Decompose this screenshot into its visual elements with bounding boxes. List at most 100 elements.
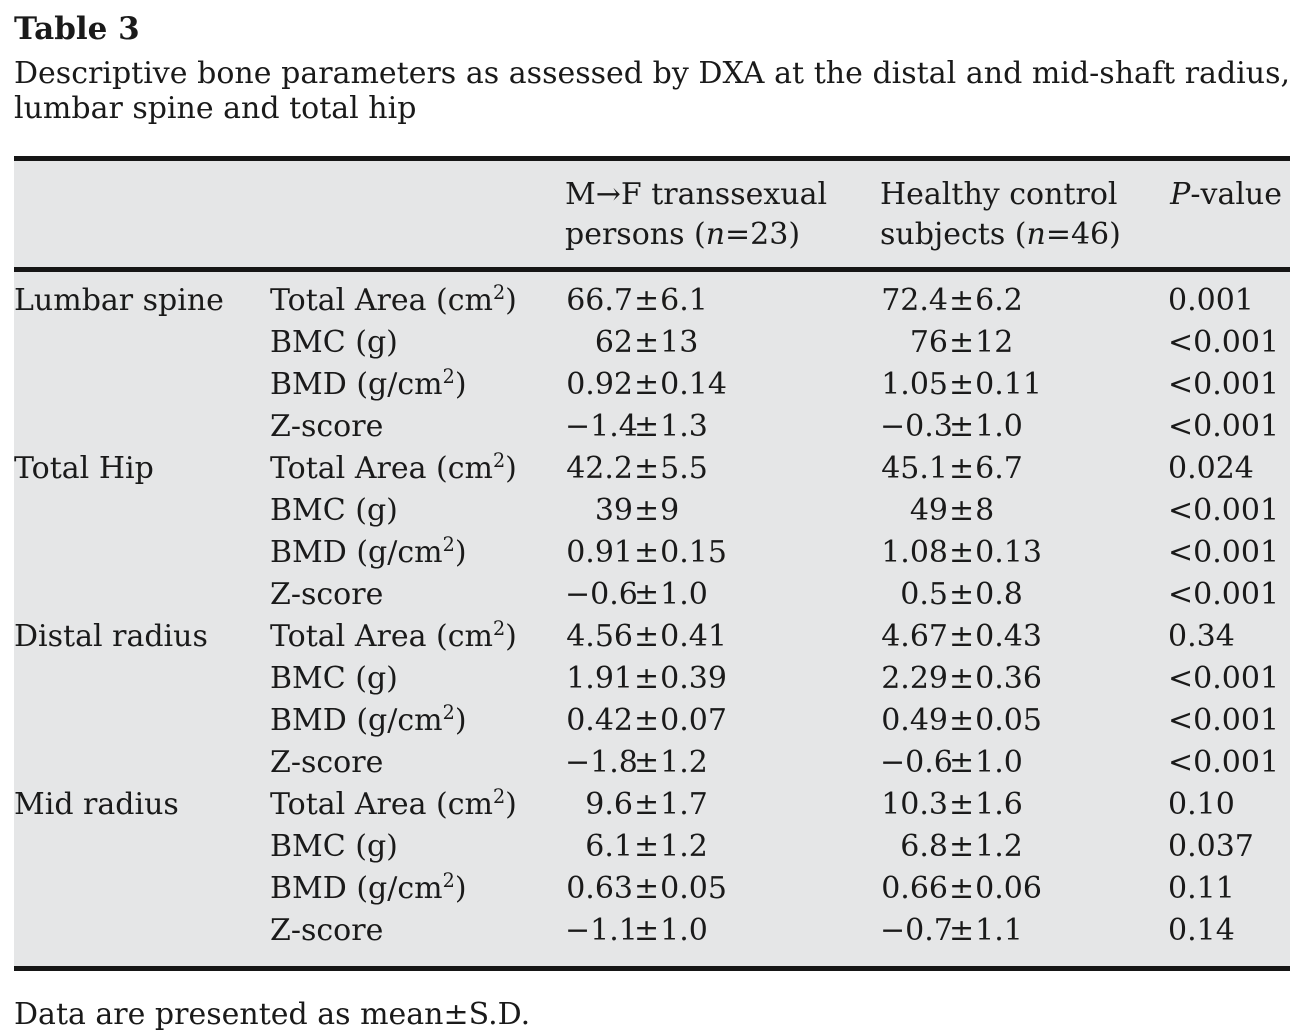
transsexual-value: 62±13 bbox=[594, 325, 699, 360]
table-footnote: Data are presented as mean±S.D. bbox=[14, 997, 531, 1032]
p-value: <0.001 bbox=[1168, 661, 1280, 696]
table-number: Table 3 bbox=[14, 11, 140, 47]
site-label: Mid radius bbox=[14, 787, 179, 822]
plus-minus: ± bbox=[949, 325, 975, 360]
parameter-label: Total Area (cm2) bbox=[270, 281, 517, 318]
p-value: 0.037 bbox=[1168, 829, 1254, 864]
control-value: −0.3±1.0 bbox=[880, 409, 1023, 444]
site-label: Total Hip bbox=[14, 451, 154, 486]
plus-minus: ± bbox=[949, 745, 975, 780]
table-row: Z-score −1.8±1.2 −0.6±1.0 <0.001 bbox=[14, 742, 1290, 784]
parameter-label: Z-score bbox=[270, 577, 384, 612]
site-label bbox=[14, 868, 270, 910]
parameter-label: Total Area (cm2) bbox=[270, 617, 517, 654]
p-value: <0.001 bbox=[1168, 703, 1280, 738]
plus-minus: ± bbox=[634, 493, 660, 528]
plus-minus: ± bbox=[634, 409, 660, 444]
table-row: BMC (g) 39±9 49±8 <0.001 bbox=[14, 490, 1290, 532]
parameter-label: BMC (g) bbox=[270, 829, 398, 864]
p-value: 0.10 bbox=[1168, 787, 1235, 822]
plus-minus: ± bbox=[634, 451, 660, 486]
plus-minus: ± bbox=[634, 871, 660, 906]
transsexual-value: 0.91±0.15 bbox=[566, 535, 727, 570]
transsexual-value: 4.56±0.41 bbox=[566, 619, 727, 654]
site-label bbox=[14, 910, 270, 969]
control-value: 6.8±1.2 bbox=[900, 829, 1023, 864]
plus-minus: ± bbox=[634, 787, 660, 822]
site-label bbox=[14, 658, 270, 700]
table-row: BMC (g) 62±13 76±12 <0.001 bbox=[14, 322, 1290, 364]
p-value: <0.001 bbox=[1168, 409, 1280, 444]
control-value: 0.66±0.06 bbox=[881, 871, 1042, 906]
site-label bbox=[14, 742, 270, 784]
header-p-value: P-value bbox=[1168, 158, 1290, 272]
transsexual-value: 39±9 bbox=[594, 493, 680, 528]
header-empty-site bbox=[14, 158, 270, 272]
table-caption: Descriptive bone parameters as assessed … bbox=[14, 56, 1290, 126]
plus-minus: ± bbox=[634, 325, 660, 360]
plus-minus: ± bbox=[949, 913, 975, 948]
plus-minus: ± bbox=[634, 283, 660, 318]
plus-minus: ± bbox=[949, 829, 975, 864]
table-row: BMC (g) 6.1±1.2 6.8±1.2 0.037 bbox=[14, 826, 1290, 868]
table-row: Mid radius Total Area (cm2) 9.6±1.7 10.3±1.… bbox=[14, 784, 1290, 826]
p-value: <0.001 bbox=[1168, 367, 1280, 402]
transsexual-value: 66.7±6.1 bbox=[566, 283, 708, 318]
control-value: 10.3±1.6 bbox=[881, 787, 1023, 822]
transsexual-value: 9.6±1.7 bbox=[585, 787, 708, 822]
p-value: 0.024 bbox=[1168, 451, 1254, 486]
table-row: Z-score −0.6±1.0 0.5±0.8 <0.001 bbox=[14, 574, 1290, 616]
header-empty-parameter bbox=[270, 158, 565, 272]
plus-minus: ± bbox=[949, 451, 975, 486]
parameter-label: Z-score bbox=[270, 913, 384, 948]
parameter-label: BMD (g/cm2) bbox=[270, 869, 467, 906]
p-value: 0.34 bbox=[1168, 619, 1235, 654]
plus-minus: ± bbox=[634, 577, 660, 612]
parameter-label: BMD (g/cm2) bbox=[270, 365, 467, 402]
parameter-label: BMC (g) bbox=[270, 661, 398, 696]
header-row: M→F transsexual persons (n=23) Healthy c… bbox=[14, 158, 1290, 272]
transsexual-value: 42.2±5.5 bbox=[566, 451, 708, 486]
p-value: <0.001 bbox=[1168, 493, 1280, 528]
control-value: 2.29±0.36 bbox=[881, 661, 1042, 696]
table-row: Z-score −1.4±1.3 −0.3±1.0 <0.001 bbox=[14, 406, 1290, 448]
parameter-label: Z-score bbox=[270, 409, 384, 444]
header-transsexual-group: M→F transsexual persons (n=23) bbox=[565, 158, 880, 272]
plus-minus: ± bbox=[949, 661, 975, 696]
parameter-label: BMC (g) bbox=[270, 493, 398, 528]
p-value: <0.001 bbox=[1168, 535, 1280, 570]
control-value: 72.4±6.2 bbox=[881, 283, 1023, 318]
transsexual-value: 6.1±1.2 bbox=[585, 829, 708, 864]
transsexual-value: −0.6±1.0 bbox=[565, 577, 708, 612]
site-label bbox=[14, 700, 270, 742]
site-label bbox=[14, 364, 270, 406]
parameter-label: BMD (g/cm2) bbox=[270, 533, 467, 570]
parameter-label: Total Area (cm2) bbox=[270, 449, 517, 486]
control-value: −0.6±1.0 bbox=[880, 745, 1023, 780]
control-value: 0.5±0.8 bbox=[900, 577, 1023, 612]
p-value: 0.11 bbox=[1168, 871, 1235, 906]
parameter-label: Z-score bbox=[270, 745, 384, 780]
control-value: −0.7±1.1 bbox=[880, 913, 1023, 948]
table-row: BMC (g) 1.91±0.39 2.29±0.36 <0.001 bbox=[14, 658, 1290, 700]
control-value: 49±8 bbox=[909, 493, 995, 528]
p-value: <0.001 bbox=[1168, 745, 1280, 780]
header-control-group: Healthy control subjects (n=46) bbox=[880, 158, 1168, 272]
plus-minus: ± bbox=[949, 577, 975, 612]
plus-minus: ± bbox=[949, 409, 975, 444]
control-value: 45.1±6.7 bbox=[881, 451, 1023, 486]
parameter-label: Total Area (cm2) bbox=[270, 785, 517, 822]
plus-minus: ± bbox=[634, 913, 660, 948]
control-value: 4.67±0.43 bbox=[881, 619, 1042, 654]
p-value: 0.14 bbox=[1168, 913, 1235, 948]
site-label bbox=[14, 322, 270, 364]
site-label bbox=[14, 406, 270, 448]
table-body: Lumbar spine Total Area (cm2) 66.7±6.1 72.4… bbox=[14, 270, 1290, 969]
control-value: 76±12 bbox=[909, 325, 1014, 360]
plus-minus: ± bbox=[634, 745, 660, 780]
control-value: 1.05±0.11 bbox=[881, 367, 1042, 402]
transsexual-value: 1.91±0.39 bbox=[566, 661, 727, 696]
plus-minus: ± bbox=[634, 367, 660, 402]
plus-minus: ± bbox=[634, 619, 660, 654]
